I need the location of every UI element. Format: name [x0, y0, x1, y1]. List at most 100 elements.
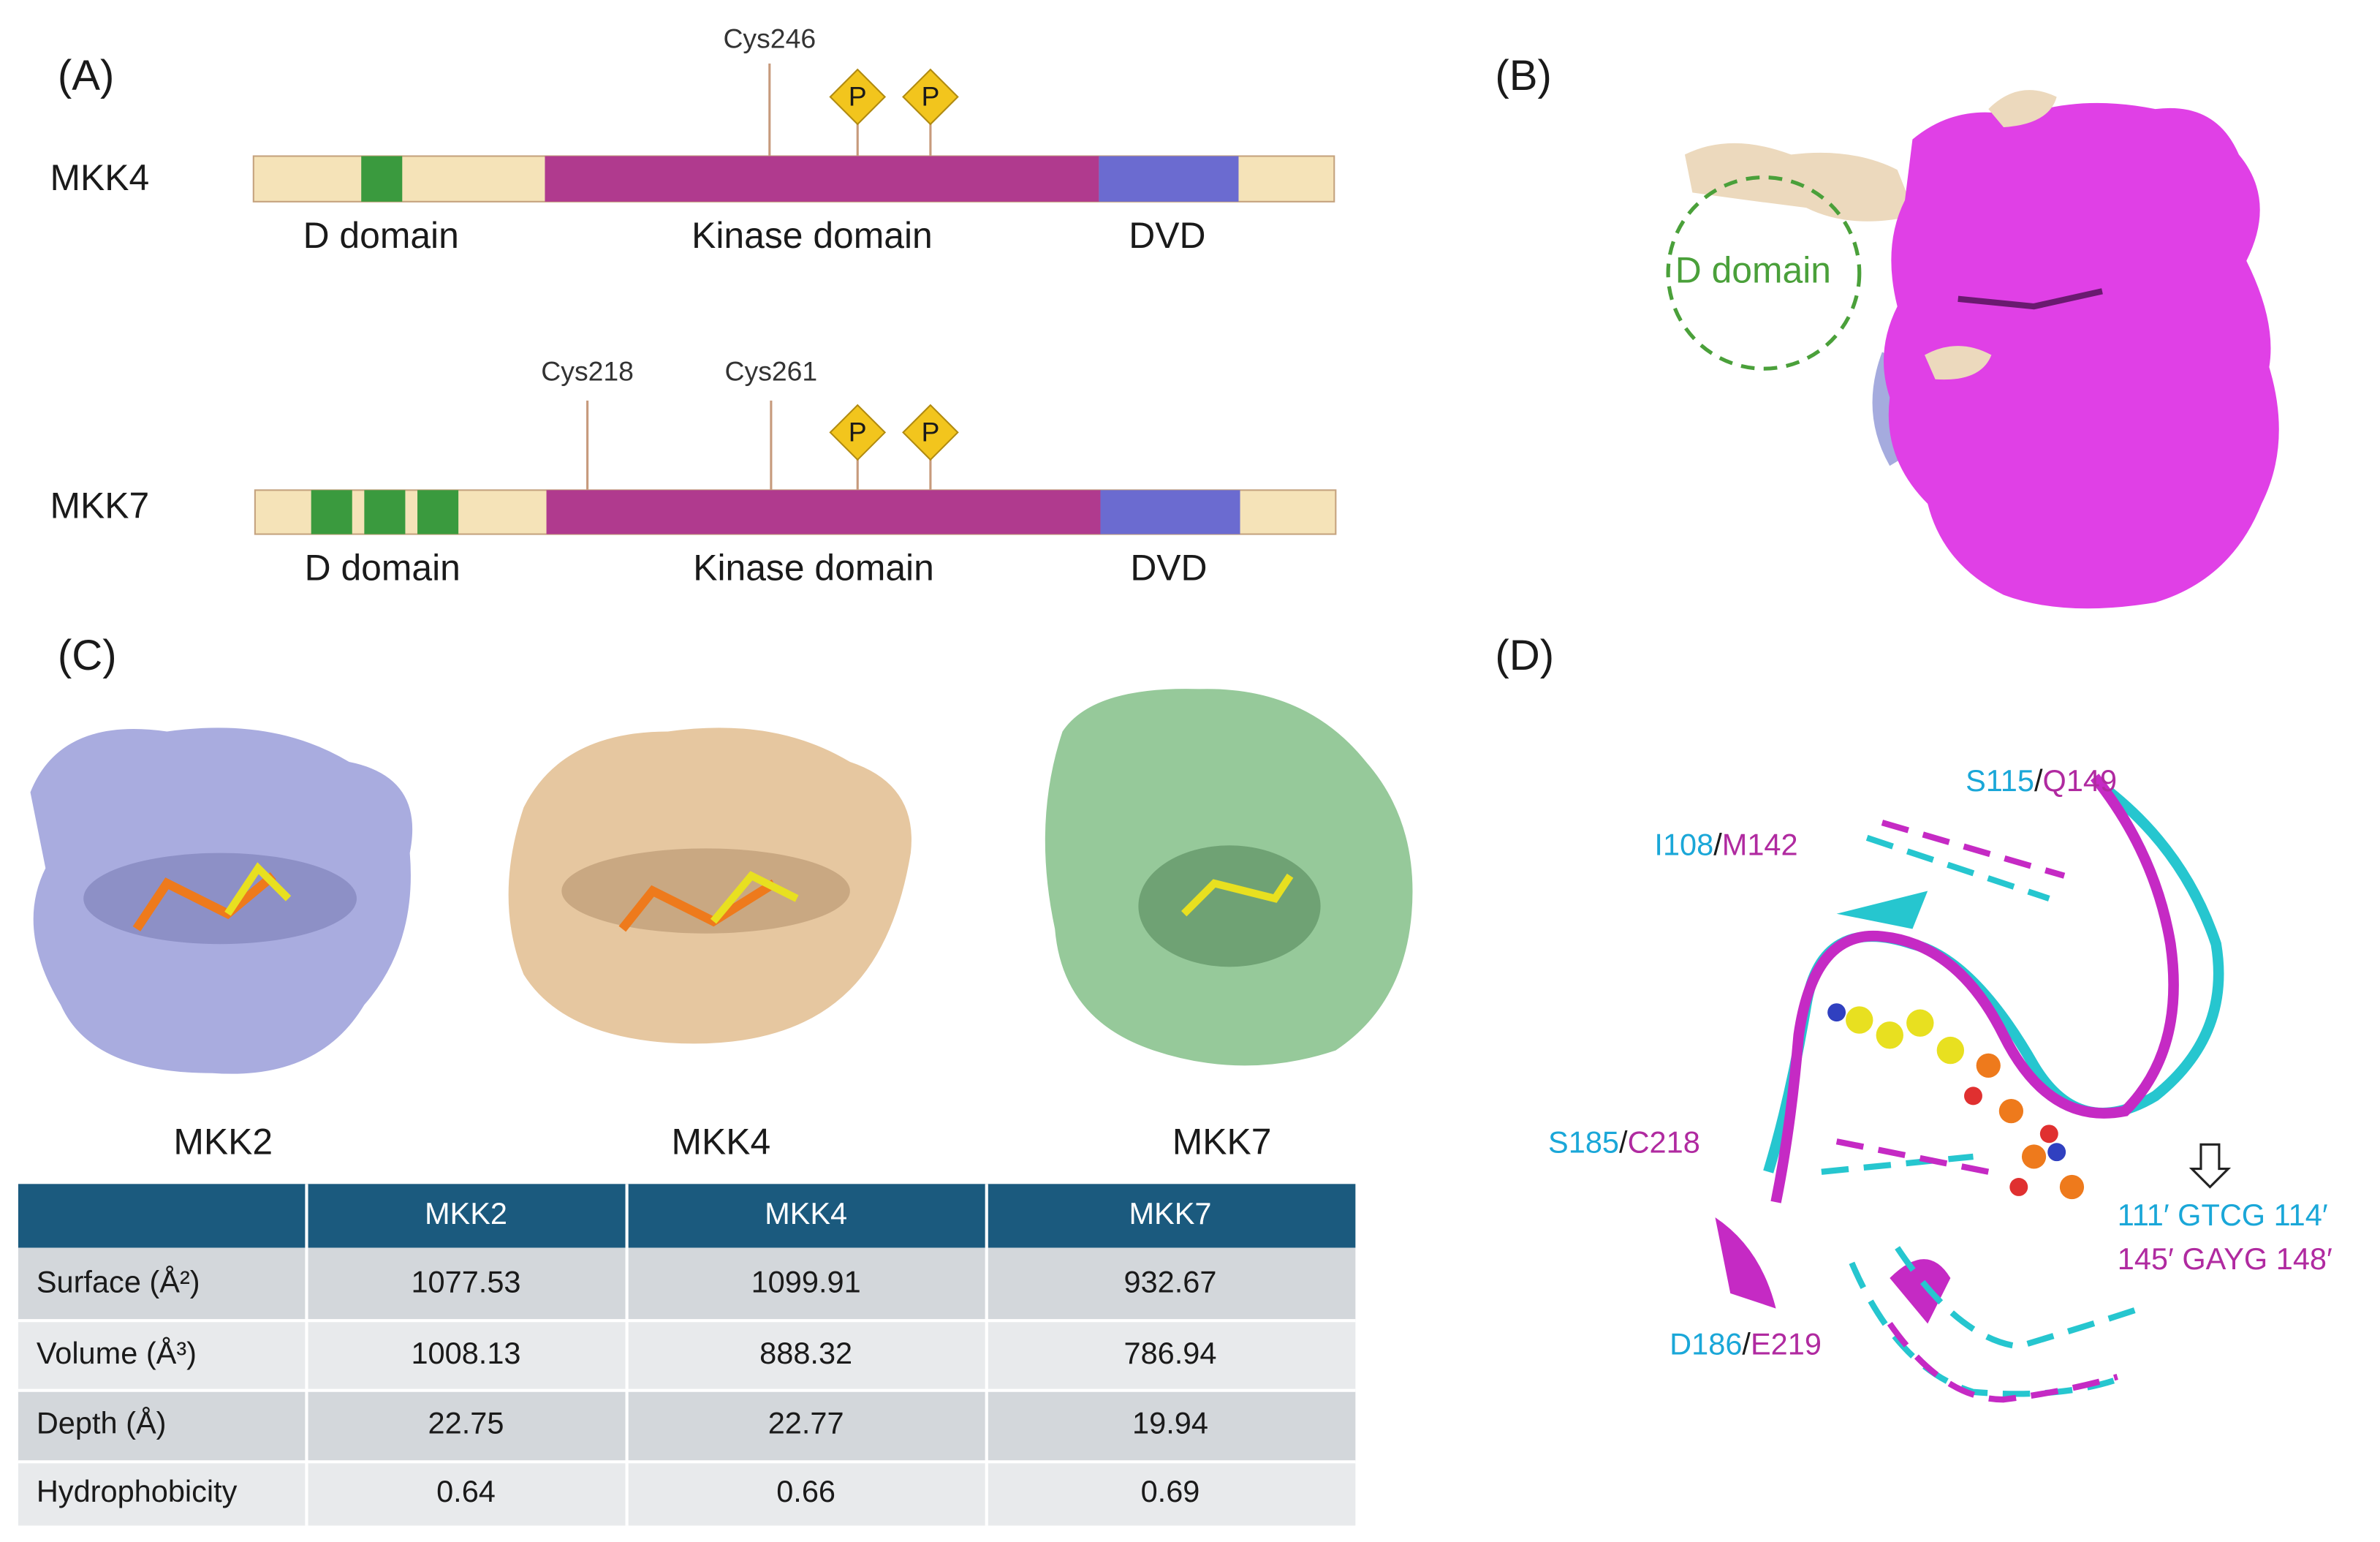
table-cell: 0.69 [1141, 1474, 1200, 1508]
table-header-cell: MKK4 [765, 1196, 847, 1231]
table-row-label: Volume (Å³) [37, 1336, 197, 1370]
cys-label: Cys261 [725, 355, 818, 386]
domain-label: DVD [1129, 215, 1205, 256]
dvd-domain [1100, 490, 1240, 534]
residue: I108 [1654, 827, 1713, 861]
ribbon-structure [1715, 774, 2232, 1403]
separator: / [2034, 763, 2043, 798]
pocket-structure [30, 727, 413, 1074]
residue: E219 [1751, 1326, 1822, 1361]
residue: Q149 [2043, 763, 2118, 798]
phospho-site [829, 404, 887, 461]
annotation: D domain [1675, 250, 1831, 291]
separator: / [1619, 1125, 1628, 1159]
domain-label: Kinase domain [691, 215, 933, 256]
terminal-patch [1925, 346, 1992, 380]
table-cell: 786.94 [1124, 1336, 1217, 1370]
d-motif [311, 490, 352, 534]
table-cell: 0.66 [776, 1474, 835, 1508]
panel-label: (A) [58, 52, 114, 99]
ligand [224, 862, 292, 916]
phospho-site [902, 404, 959, 461]
loop-dashed [1835, 820, 2118, 1403]
residue: M142 [1722, 827, 1798, 861]
phospho-label: P [849, 416, 867, 447]
d-domain-circle [1666, 175, 1862, 371]
beta-arrow [1836, 891, 1928, 929]
d-domain-tail [1684, 143, 1916, 222]
residue-label: S185/C218 [1548, 1125, 1700, 1159]
ligand [1958, 288, 2103, 310]
pocket-structure [1045, 689, 1413, 1066]
kinase-surface [1883, 102, 2279, 609]
table-row [18, 1462, 1356, 1526]
protein-name: MKK7 [50, 485, 150, 526]
table-cell: 22.77 [768, 1405, 844, 1440]
residue: S115 [1966, 763, 2034, 798]
domain-label: D domain [303, 215, 459, 256]
table-cell: 19.94 [1132, 1405, 1208, 1440]
separator: / [1713, 827, 1722, 861]
table-header-cell: MKK7 [1129, 1196, 1211, 1231]
residue: C218 [1628, 1125, 1700, 1159]
domain-label: Kinase domain [693, 548, 934, 589]
table-row-label: Surface (Å²) [37, 1264, 200, 1299]
d-motif [361, 156, 403, 202]
structure-label: MKK7 [1172, 1121, 1272, 1162]
pocket-cavity [1138, 845, 1321, 967]
pocket-table: MKK2 MKK4 MKK7 Surface (Å²) 1077.53 1099.91 93… [18, 1184, 1356, 1526]
panel-label: (C) [58, 632, 117, 679]
dvd-domain [1099, 156, 1239, 202]
phospho-label: P [921, 80, 939, 111]
table-cell: 888.32 [759, 1336, 852, 1370]
residue-label: D186/E219 [1670, 1326, 1822, 1361]
structure-label: MKK4 [672, 1121, 771, 1162]
pocket-structure [508, 727, 912, 1044]
mkk7-diagram: MKK7 Cys218 Cys261 P P D domain Kinase d… [50, 355, 1337, 589]
residue: S185 [1548, 1125, 1619, 1159]
ligand [132, 872, 276, 931]
residue-label: I108/M142 [1654, 827, 1797, 861]
panel-label: (B) [1495, 52, 1551, 99]
table-cell: 22.75 [428, 1405, 504, 1440]
kinase-domain [546, 490, 1101, 534]
ligand [618, 879, 777, 932]
table-row [18, 1247, 1356, 1321]
kinase-domain [545, 156, 1099, 202]
panel-label: (D) [1495, 632, 1554, 679]
domain-label: DVD [1130, 548, 1207, 589]
helix [1715, 1217, 1776, 1309]
ligand [1181, 873, 1294, 917]
table-cell: 932.67 [1124, 1264, 1217, 1299]
table-cell: 0.64 [436, 1474, 496, 1508]
phospho-label: P [849, 80, 867, 111]
table-cell: 1099.91 [751, 1264, 861, 1299]
phospho-label: P [921, 416, 939, 447]
cys-label: Cys246 [723, 23, 816, 54]
motif-label: 111′ GTCG 114′ [2118, 1198, 2328, 1232]
table-row [18, 1320, 1356, 1391]
surface-structure: D domain [1666, 90, 2279, 609]
helix [1890, 1259, 1951, 1324]
structure-label: MKK2 [173, 1121, 273, 1162]
mkk4-diagram: MKK4 Cys246 P P D domain Kinase domain D… [50, 23, 1335, 256]
ligand [710, 871, 799, 924]
table-header [18, 1184, 1356, 1248]
table-row-label: Hydrophobicity [37, 1474, 238, 1508]
table-row [18, 1390, 1356, 1462]
table-header-cell: MKK2 [425, 1196, 507, 1231]
table-cell: 1008.13 [411, 1336, 520, 1370]
protein-name: MKK4 [50, 157, 150, 198]
domain-label: D domain [305, 548, 461, 589]
phospho-site [829, 68, 887, 126]
residue-label: S115/Q149 [1966, 763, 2117, 798]
motif-label: 145′ GAYG 148′ [2118, 1241, 2332, 1276]
separator: / [1742, 1326, 1751, 1361]
d-motif [417, 490, 459, 534]
d-motif [364, 490, 406, 534]
cys-label: Cys218 [541, 355, 634, 386]
ribbon-magenta [1770, 774, 2179, 1203]
table-cell: 1077.53 [411, 1264, 520, 1299]
